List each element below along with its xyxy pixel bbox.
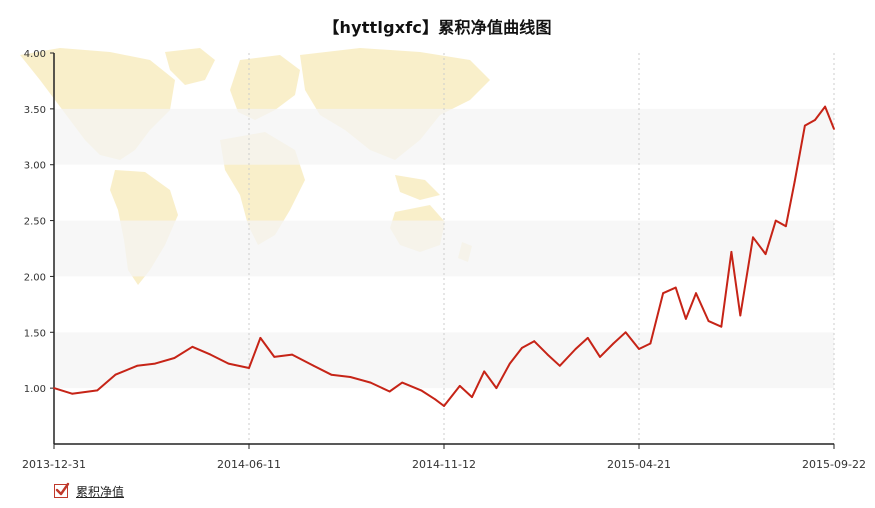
data-point xyxy=(434,398,436,401)
data-point xyxy=(259,337,262,339)
data-point xyxy=(458,385,461,387)
data-point xyxy=(312,364,315,367)
data-point xyxy=(814,119,816,121)
data-point xyxy=(508,362,511,365)
data-point xyxy=(674,286,677,289)
data-point xyxy=(349,376,352,378)
x-tick-label: 2015-04-21 xyxy=(607,458,671,471)
series-line xyxy=(53,105,835,407)
data-point xyxy=(774,219,777,222)
data-point xyxy=(624,331,627,334)
x-tick-label: 2014-11-12 xyxy=(412,458,476,471)
y-tick-label: 3.50 xyxy=(24,105,46,116)
data-point xyxy=(227,362,230,365)
data-point xyxy=(649,342,652,345)
data-point xyxy=(248,367,250,369)
data-point xyxy=(685,318,687,320)
data-point xyxy=(833,128,835,130)
data-point xyxy=(136,364,139,367)
y-tick-label: 2.00 xyxy=(24,272,46,283)
data-point xyxy=(638,348,640,350)
map-landmass xyxy=(395,175,440,200)
y-tick-label: 1.00 xyxy=(24,384,46,395)
legend-checkbox[interactable] xyxy=(54,482,70,498)
data-point xyxy=(558,364,561,367)
y-tick-label: 4.00 xyxy=(24,49,46,60)
data-point xyxy=(574,348,577,350)
data-point xyxy=(71,392,73,395)
data-point xyxy=(764,253,767,256)
y-tick-label: 3.00 xyxy=(24,161,46,172)
data-point xyxy=(521,347,523,349)
data-point xyxy=(53,387,55,389)
y-tick-label: 1.50 xyxy=(24,328,46,339)
data-point xyxy=(662,292,664,295)
map-landmass xyxy=(165,48,215,85)
data-point xyxy=(114,373,117,376)
data-point xyxy=(533,340,536,343)
data-point xyxy=(785,225,787,228)
tick-labels: 1.00 1.50 2.00 2.50 3.00 3.50 4.00 2013-12-31 20… xyxy=(22,49,866,471)
x-tick-label: 2014-06-11 xyxy=(217,458,281,471)
x-tick-label: 2013-12-31 xyxy=(22,458,86,471)
legend-item[interactable]: 累积净值 xyxy=(54,482,124,500)
data-point xyxy=(495,387,498,389)
data-point xyxy=(388,390,391,393)
data-point xyxy=(804,124,806,127)
data-point xyxy=(273,356,276,358)
data-point xyxy=(96,389,99,392)
data-point xyxy=(793,180,796,183)
data-point xyxy=(586,337,589,339)
data-point xyxy=(612,342,615,345)
legend-label: 累积净值 xyxy=(76,484,125,499)
data-point xyxy=(369,381,372,384)
y-tick-label: 2.50 xyxy=(24,217,46,228)
data-point xyxy=(483,370,486,373)
data-point xyxy=(695,292,697,295)
data-point xyxy=(739,314,742,317)
series-layer xyxy=(53,105,835,407)
data-point xyxy=(730,251,733,253)
chart-title: 【hyttlgxfc】累积净值曲线图 xyxy=(323,18,552,37)
data-point xyxy=(420,389,423,392)
data-point xyxy=(546,353,549,356)
data-point xyxy=(752,236,754,239)
data-point xyxy=(154,362,157,365)
data-point xyxy=(443,405,445,407)
data-point xyxy=(824,105,826,108)
map-landmass xyxy=(230,55,300,120)
data-point xyxy=(401,381,404,384)
data-point xyxy=(471,396,473,398)
data-point xyxy=(707,320,710,322)
check-icon xyxy=(55,482,70,496)
grid-band xyxy=(54,108,834,165)
data-point xyxy=(209,353,212,356)
data-point xyxy=(720,325,723,328)
x-tick-label: 2015-09-22 xyxy=(802,458,866,471)
data-point xyxy=(173,357,176,359)
data-point xyxy=(191,345,194,348)
data-point xyxy=(291,353,293,356)
data-point xyxy=(599,356,601,358)
data-point xyxy=(330,373,333,376)
